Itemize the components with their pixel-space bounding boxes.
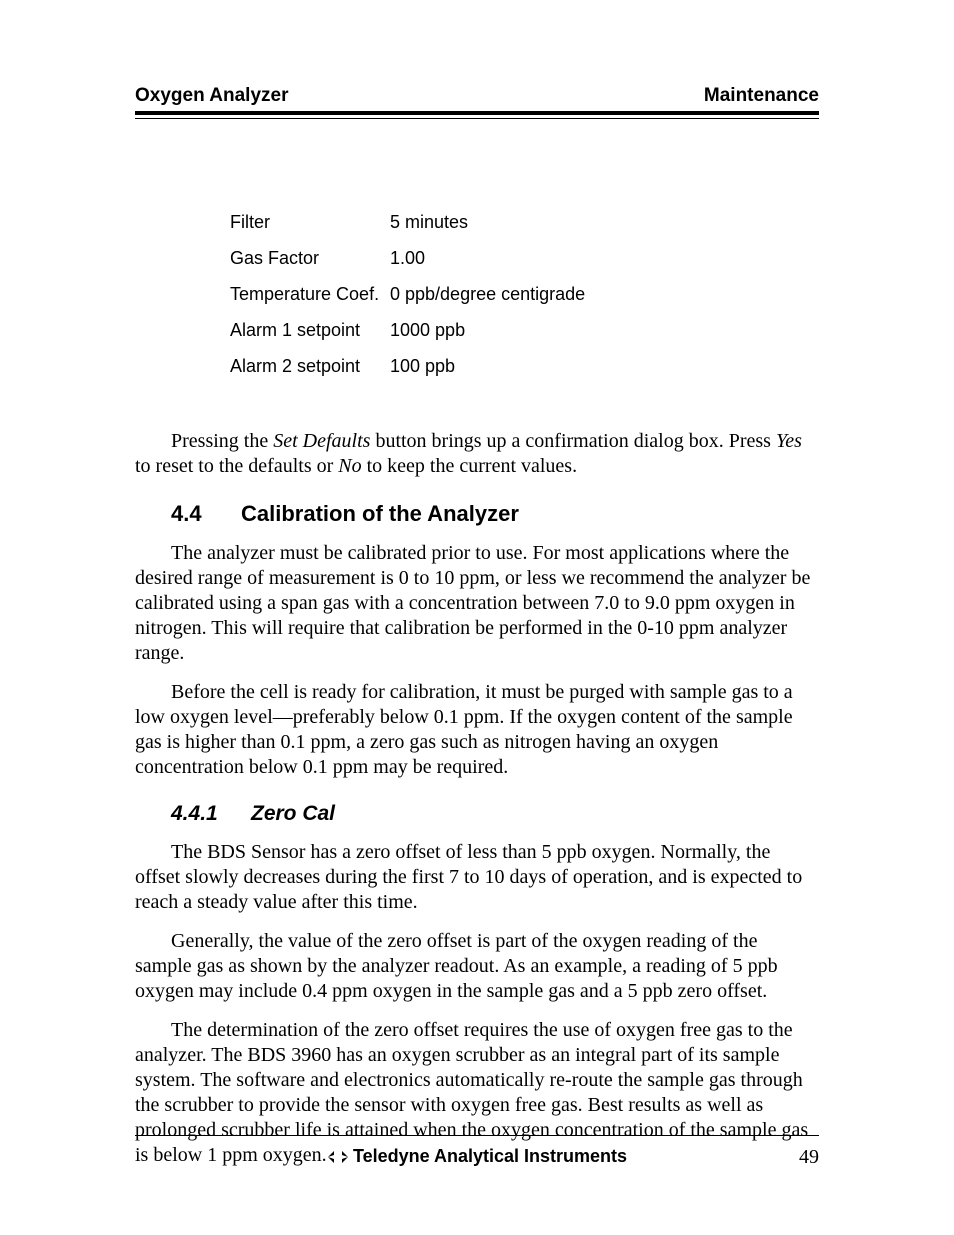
table-row: Alarm 1 setpoint 1000 ppb <box>230 312 819 348</box>
teledyne-logo-icon <box>327 1149 349 1170</box>
table-row: Filter 5 minutes <box>230 204 819 240</box>
text: button brings up a confirmation dialog b… <box>370 430 776 452</box>
param-label: Filter <box>230 204 390 240</box>
subsection-number: 4.4.1 <box>171 802 251 826</box>
param-value: 100 ppb <box>390 348 455 384</box>
section-title: Calibration of the Analyzer <box>241 501 519 526</box>
page-header: Oxygen Analyzer Maintenance <box>135 85 819 107</box>
paragraph-set-defaults: Pressing the Set Defaults button brings … <box>135 429 819 479</box>
page: Oxygen Analyzer Maintenance Filter 5 min… <box>0 0 954 1235</box>
param-label: Alarm 2 setpoint <box>230 348 390 384</box>
paragraph: Before the cell is ready for calibration… <box>135 680 819 780</box>
paragraph: The BDS Sensor has a zero offset of less… <box>135 840 819 915</box>
section-heading-4-4: 4.4Calibration of the Analyzer <box>171 501 819 527</box>
no-label: No <box>338 455 361 477</box>
page-number: 49 <box>799 1146 819 1169</box>
yes-label: Yes <box>776 430 802 452</box>
param-value: 0 ppb/degree centigrade <box>390 276 585 312</box>
table-row: Temperature Coef. 0 ppb/degree centigrad… <box>230 276 819 312</box>
param-value: 1000 ppb <box>390 312 465 348</box>
text: The analyzer must be calibrated prior to… <box>135 542 810 664</box>
set-defaults-label: Set Defaults <box>273 430 370 452</box>
paragraph: The analyzer must be calibrated prior to… <box>135 541 819 666</box>
param-value: 1.00 <box>390 240 425 276</box>
text: to reset to the defaults or <box>135 455 338 477</box>
subsection-heading-4-4-1: 4.4.1Zero Cal <box>171 802 819 826</box>
footer-company-text: Teledyne Analytical Instruments <box>353 1146 627 1166</box>
paragraph: Generally, the value of the zero offset … <box>135 929 819 1004</box>
footer-rule <box>135 1135 819 1136</box>
defaults-table: Filter 5 minutes Gas Factor 1.00 Tempera… <box>230 204 819 384</box>
text: Generally, the value of the zero offset … <box>135 930 778 1002</box>
text: Pressing the <box>171 430 273 452</box>
text: Before the cell is ready for calibration… <box>135 681 793 778</box>
text: to keep the current values. <box>362 455 577 477</box>
subsection-title: Zero Cal <box>251 802 335 825</box>
text: The BDS Sensor has a zero offset of less… <box>135 841 802 913</box>
table-row: Gas Factor 1.00 <box>230 240 819 276</box>
table-row: Alarm 2 setpoint 100 ppb <box>230 348 819 384</box>
footer-company: Teledyne Analytical Instruments <box>135 1146 819 1170</box>
param-label: Alarm 1 setpoint <box>230 312 390 348</box>
param-label: Temperature Coef. <box>230 276 390 312</box>
section-number: 4.4 <box>171 501 241 527</box>
page-footer: Teledyne Analytical Instruments 49 <box>135 1135 819 1170</box>
header-left: Oxygen Analyzer <box>135 85 288 107</box>
header-rule <box>135 111 819 119</box>
param-label: Gas Factor <box>230 240 390 276</box>
param-value: 5 minutes <box>390 204 468 240</box>
header-right: Maintenance <box>704 85 819 107</box>
